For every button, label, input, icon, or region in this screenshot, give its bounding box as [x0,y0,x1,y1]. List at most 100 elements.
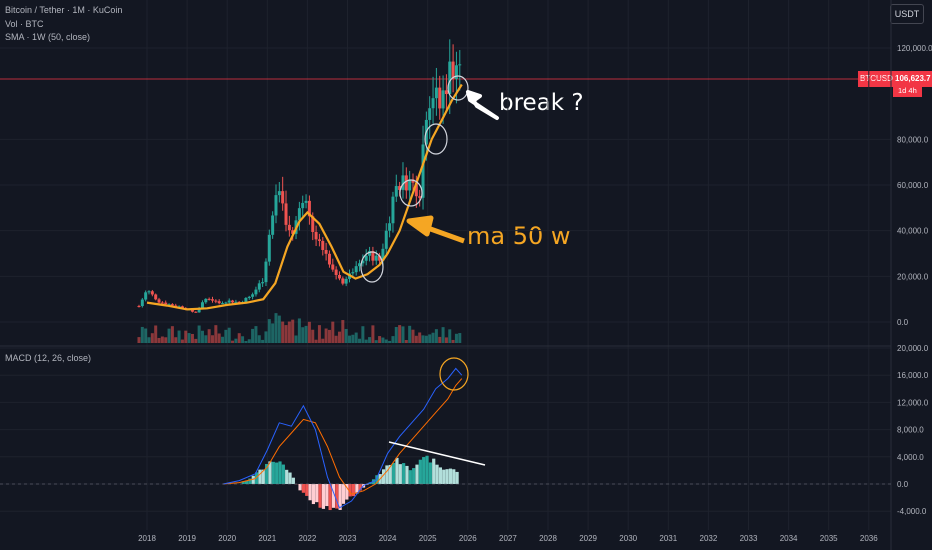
break-annotation: break ? [499,90,584,116]
candle-body [411,179,415,183]
volume-bar [140,326,144,343]
candle-body [344,278,348,284]
time-tick-label: 2033 [740,534,758,543]
candle-body [317,239,321,241]
time-tick-label: 2024 [379,534,397,543]
macd-circle-annotation [439,357,469,391]
candle-body [324,249,328,254]
candle-body [231,300,235,303]
volume-indicator-label[interactable]: Vol · BTC [5,19,44,29]
volume-bar [234,338,238,343]
candle-body [297,208,301,221]
circle-annotation [424,123,448,155]
macd-histogram-bar [328,484,332,511]
candle-body [311,216,315,232]
time-tick-label: 2020 [218,534,236,543]
macd-histogram-bar [248,478,252,484]
volume-bar [354,332,358,343]
candle-body [160,302,164,304]
macd-histogram-bar [438,467,442,484]
candle-body [154,294,158,300]
volume-bar [144,328,148,343]
macd-tick-label: 20,000.0 [897,344,929,353]
candle-body [227,300,231,303]
volume-bar [428,334,432,343]
volume-bar [210,335,214,343]
candle-body [391,196,395,224]
volume-bar [214,325,218,343]
volume-bar [197,325,201,343]
candle-body [204,298,208,303]
candle-body [150,291,154,295]
candle-body [404,175,408,191]
sma-indicator-label[interactable]: SMA · 1W (50, close) [5,32,91,42]
macd-histogram-bar [251,475,255,484]
candle-body [237,301,241,303]
candle-body [291,230,295,234]
time-tick-label: 2034 [780,534,798,543]
candle-body [197,308,201,313]
candle-body [247,296,251,299]
macd-histogram-bar [408,470,412,484]
time-tick-label: 2026 [459,534,477,543]
volume-bar [224,329,228,343]
volume-bar [398,325,402,343]
volume-bar [314,339,318,343]
macd-histogram-bar [311,484,316,505]
candle-body [331,264,335,270]
candle-body [234,301,238,303]
volume-bar [254,326,258,343]
candle-body [144,292,148,300]
time-tick-label: 2022 [299,534,317,543]
candle-body [384,230,388,249]
macd-histogram-bar [388,464,392,484]
volume-bar [448,329,452,343]
volume-bar [327,329,331,343]
volume-bar [137,337,141,343]
volume-bar [431,332,435,343]
macd-histogram-bar [355,484,359,494]
candle-body [287,224,291,231]
volume-bar [348,335,352,343]
macd-histogram-bar [275,462,279,484]
macd-histogram-bar [428,462,432,484]
trend-line [388,441,486,466]
volume-bar [454,333,458,343]
candle-body [214,300,218,302]
price-tick-label: 120,000.0 [897,44,932,53]
macd-histogram-bar [452,469,456,484]
volume-bar [388,340,392,343]
candle-body [444,90,448,94]
macd-histogram-bar [278,461,282,484]
volume-bar [317,325,321,343]
macd-tick-label: 12,000.0 [897,398,929,407]
macd-histogram-bar [338,484,342,510]
volume-bar [304,325,308,343]
candle-body [428,108,432,120]
candle-body [257,283,261,290]
volume-bar [364,339,368,343]
volume-bar [438,336,442,343]
volume-bar [334,335,338,343]
candle-body [147,291,151,293]
macd-histogram-bar [385,465,389,484]
macd-histogram-bar [448,468,453,484]
volume-bar [341,320,345,343]
volume-bar [277,315,281,343]
macd-histogram-bar [418,459,422,484]
candle-body [170,304,174,306]
volume-bar [411,329,415,343]
candle-body [394,186,398,197]
volume-bar [177,330,181,343]
macd-indicator-label[interactable]: MACD (12, 26, close) [5,353,92,363]
time-tick-label: 2023 [339,534,357,543]
candle-body [314,231,318,240]
candle-body [418,196,422,198]
price-tick-label: 80,000.0 [897,135,929,144]
macd-histogram-bar [271,461,275,484]
volume-bar [187,333,191,343]
volume-bar [274,313,278,343]
countdown-badge: 1d 4h [893,85,922,97]
macd-axis: 20,000.0 16,000.0 12,000.0 8,000.0 4,000.0 0.… [897,344,929,516]
